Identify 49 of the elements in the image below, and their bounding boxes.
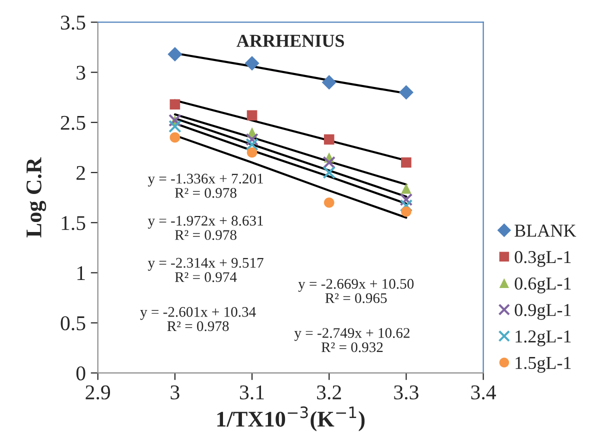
point: [168, 46, 182, 62]
point: [400, 193, 413, 206]
point: [244, 56, 260, 71]
y-axis-title: Log C.R: [26, 157, 46, 238]
y-tick-label: 1: [77, 266, 85, 280]
point: [246, 133, 258, 146]
y-tick-label: 2: [76, 166, 85, 180]
point: [400, 199, 413, 212]
y-tick-label: 3: [76, 66, 86, 80]
x-tick-label: 3.4: [471, 385, 496, 400]
x-tick-label: 2.9: [86, 385, 110, 400]
legend-label: 0.3gL-1: [514, 250, 571, 267]
y-tick-label: 2.5: [60, 116, 86, 130]
x-tick-label: 3.3: [394, 385, 418, 400]
point: [246, 147, 258, 158]
point: [246, 138, 258, 151]
point: [168, 120, 182, 133]
point: [401, 157, 412, 168]
annotation: y = -2.601x + 10.34 R² = 0.978: [140, 306, 256, 332]
legend-label: 0.9gL-1: [514, 304, 571, 320]
point: [401, 183, 412, 194]
x-tick-label: 3: [170, 385, 180, 400]
annotation: y = -1.336x + 7.201 R² = 0.978: [148, 174, 263, 198]
text: ARRHENIUS: [236, 34, 344, 47]
y-tick-label: 3.5: [60, 16, 86, 30]
annotation: y = -2.314x + 9.517 R² = 0.974: [148, 258, 264, 282]
point: [322, 156, 336, 169]
y-tick-label: 0.5: [60, 316, 86, 330]
point: [398, 85, 414, 100]
y-tick-label: 0: [76, 366, 86, 380]
x-tick-label: 3.2: [317, 385, 341, 400]
y-tick-label: 1.5: [62, 216, 86, 230]
legend-label: 1.5gL-1: [516, 356, 571, 373]
x-axis-title: 1/TX10$^{−3}$(K$^{−1}$): [217, 406, 365, 432]
annotation: y = -2.669x + 10.50 R² = 0.965: [298, 278, 414, 304]
legend-label: 1.2gL-1: [516, 330, 571, 346]
point: [324, 197, 334, 208]
point: [246, 110, 258, 121]
annotation: y = -2.749x + 10.62 R² = 0.932: [294, 328, 410, 352]
annotation: y = -1.972x + 8.631 R² = 0.978: [148, 216, 263, 240]
point: [401, 206, 412, 217]
point: [170, 99, 180, 110]
legend-label: BLANK: [514, 224, 576, 237]
point: [324, 134, 334, 145]
point: [322, 75, 336, 90]
point: [170, 132, 180, 143]
point: [322, 166, 336, 179]
legend-label: 0.6gL-1: [514, 277, 571, 294]
x-tick-label: 3.1: [240, 385, 264, 400]
